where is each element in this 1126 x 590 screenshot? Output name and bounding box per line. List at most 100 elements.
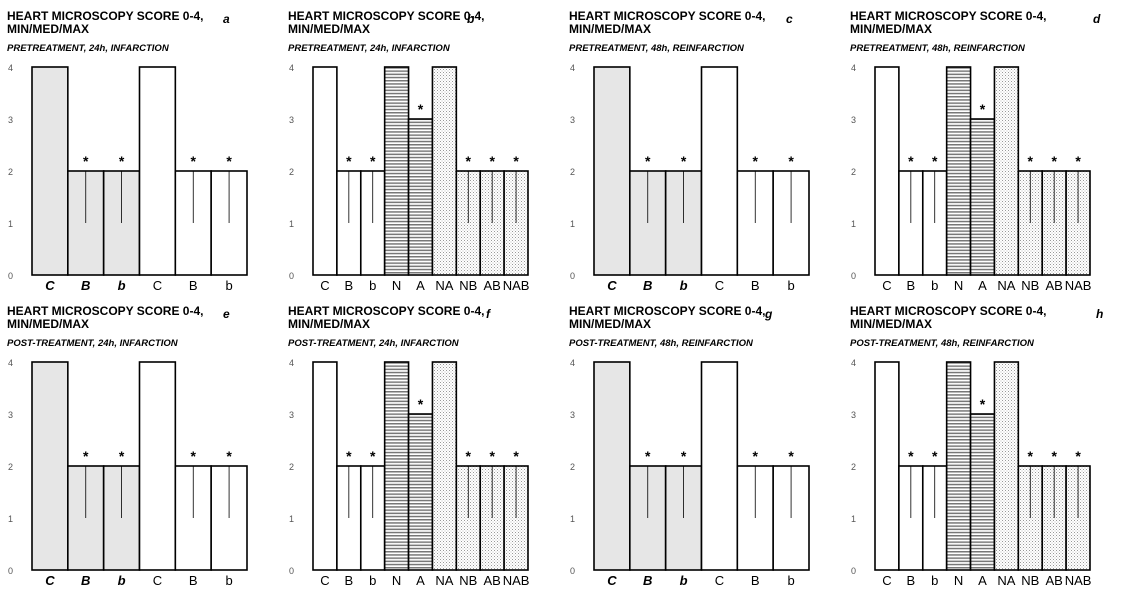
category-label: NA bbox=[435, 278, 453, 293]
category-label: C bbox=[882, 278, 891, 293]
panel-subtitle: PRETREATMENT, 24h, INFARCTION bbox=[7, 43, 169, 54]
significance-star: * bbox=[681, 153, 687, 169]
y-tick-label: 0 bbox=[851, 271, 856, 281]
bar-plot: 0 1 2 3 4 C * B * b C * B * b bbox=[8, 358, 248, 588]
significance-star: * bbox=[466, 153, 472, 169]
significance-star: * bbox=[1075, 153, 1081, 169]
category-label: C bbox=[153, 573, 162, 588]
bar bbox=[312, 66, 338, 276]
bar bbox=[945, 66, 972, 276]
significance-star: * bbox=[226, 153, 232, 169]
y-tick-label: 4 bbox=[851, 358, 856, 368]
y-tick-label: 1 bbox=[289, 514, 294, 524]
panel-title: HEART MICROSCOPY SCORE 0-4, MIN/MED/MAX bbox=[569, 9, 766, 36]
y-tick-label: 1 bbox=[570, 514, 575, 524]
panel-letter: g bbox=[765, 307, 773, 321]
category-label: A bbox=[416, 573, 425, 588]
significance-star: * bbox=[370, 448, 376, 464]
category-label: B bbox=[906, 573, 915, 588]
y-tick-label: 2 bbox=[851, 462, 856, 472]
category-label: AB bbox=[483, 573, 500, 588]
category-label: N bbox=[392, 278, 401, 293]
category-label: b bbox=[225, 278, 232, 293]
y-tick-label: 0 bbox=[8, 566, 13, 576]
category-label: b bbox=[931, 573, 938, 588]
significance-star: * bbox=[980, 396, 986, 412]
significance-star: * bbox=[788, 153, 794, 169]
bar bbox=[874, 66, 900, 276]
category-label: b bbox=[118, 278, 126, 293]
y-tick-label: 0 bbox=[570, 566, 575, 576]
y-tick-label: 3 bbox=[289, 410, 294, 420]
y-tick-label: 4 bbox=[8, 63, 13, 73]
category-label: b bbox=[369, 278, 376, 293]
bar bbox=[700, 361, 739, 571]
category-label: NB bbox=[459, 278, 477, 293]
y-tick-label: 3 bbox=[8, 410, 13, 420]
y-tick-label: 3 bbox=[851, 115, 856, 125]
y-tick-label: 4 bbox=[851, 63, 856, 73]
panel-subtitle: POST-TREATMENT, 48h, REINFARCTION bbox=[569, 338, 753, 349]
significance-star: * bbox=[83, 153, 89, 169]
category-label: B bbox=[643, 278, 652, 293]
panel-letter: h bbox=[1096, 307, 1104, 321]
bar bbox=[138, 361, 177, 571]
y-tick-label: 4 bbox=[8, 358, 13, 368]
bar bbox=[312, 361, 338, 571]
panel-letter: c bbox=[786, 12, 793, 26]
category-label: C bbox=[715, 573, 724, 588]
y-tick-label: 1 bbox=[851, 514, 856, 524]
significance-star: * bbox=[753, 448, 759, 464]
significance-star: * bbox=[418, 101, 424, 117]
category-label: NAB bbox=[1065, 573, 1092, 588]
category-label: B bbox=[81, 278, 90, 293]
significance-star: * bbox=[119, 448, 125, 464]
y-tick-label: 3 bbox=[8, 115, 13, 125]
bar bbox=[431, 361, 458, 571]
category-label: B bbox=[189, 278, 198, 293]
panel-letter: d bbox=[1093, 12, 1101, 26]
y-tick-label: 2 bbox=[570, 462, 575, 472]
bar bbox=[138, 66, 177, 276]
chart-panel-b: HEART MICROSCOPY SCORE 0-4, MIN/MED/MAX … bbox=[281, 0, 562, 295]
category-label: NAB bbox=[503, 278, 530, 293]
panel-letter: f bbox=[486, 307, 490, 321]
panel-subtitle: POST-TREATMENT, 24h, INFARCTION bbox=[288, 338, 459, 349]
y-tick-label: 0 bbox=[8, 271, 13, 281]
significance-star: * bbox=[753, 153, 759, 169]
category-label: NA bbox=[997, 573, 1015, 588]
category-label: A bbox=[978, 573, 987, 588]
y-tick-label: 1 bbox=[289, 219, 294, 229]
significance-star: * bbox=[513, 153, 519, 169]
chart-panel-c: HEART MICROSCOPY SCORE 0-4, MIN/MED/MAX … bbox=[562, 0, 843, 295]
bar bbox=[969, 413, 996, 571]
bar bbox=[383, 361, 410, 571]
bar bbox=[31, 361, 69, 571]
panel-title: HEART MICROSCOPY SCORE 0-4, MIN/MED/MAX bbox=[288, 9, 485, 36]
category-label: B bbox=[751, 573, 760, 588]
significance-star: * bbox=[932, 153, 938, 169]
chart-panel-g: HEART MICROSCOPY SCORE 0-4, MIN/MED/MAX … bbox=[562, 295, 843, 590]
y-tick-label: 2 bbox=[8, 167, 13, 177]
panel-title: HEART MICROSCOPY SCORE 0-4, MIN/MED/MAX bbox=[850, 9, 1047, 36]
category-label: b bbox=[118, 573, 126, 588]
significance-star: * bbox=[489, 153, 495, 169]
significance-star: * bbox=[191, 153, 197, 169]
significance-star: * bbox=[645, 448, 651, 464]
category-label: NA bbox=[997, 278, 1015, 293]
significance-star: * bbox=[346, 153, 352, 169]
bar bbox=[431, 66, 458, 276]
category-label: N bbox=[392, 573, 401, 588]
bar bbox=[874, 361, 900, 571]
category-label: C bbox=[607, 573, 617, 588]
significance-star: * bbox=[1051, 448, 1057, 464]
bar-plot: 0 1 2 3 4 C * B * b C * B * b bbox=[570, 358, 810, 588]
category-label: b bbox=[931, 278, 938, 293]
category-label: N bbox=[954, 573, 963, 588]
bar bbox=[700, 66, 739, 276]
significance-star: * bbox=[1028, 448, 1034, 464]
significance-star: * bbox=[645, 153, 651, 169]
y-tick-label: 3 bbox=[851, 410, 856, 420]
panel-subtitle: PRETREATMENT, 24h, INFARCTION bbox=[288, 43, 450, 54]
bar bbox=[969, 118, 996, 276]
